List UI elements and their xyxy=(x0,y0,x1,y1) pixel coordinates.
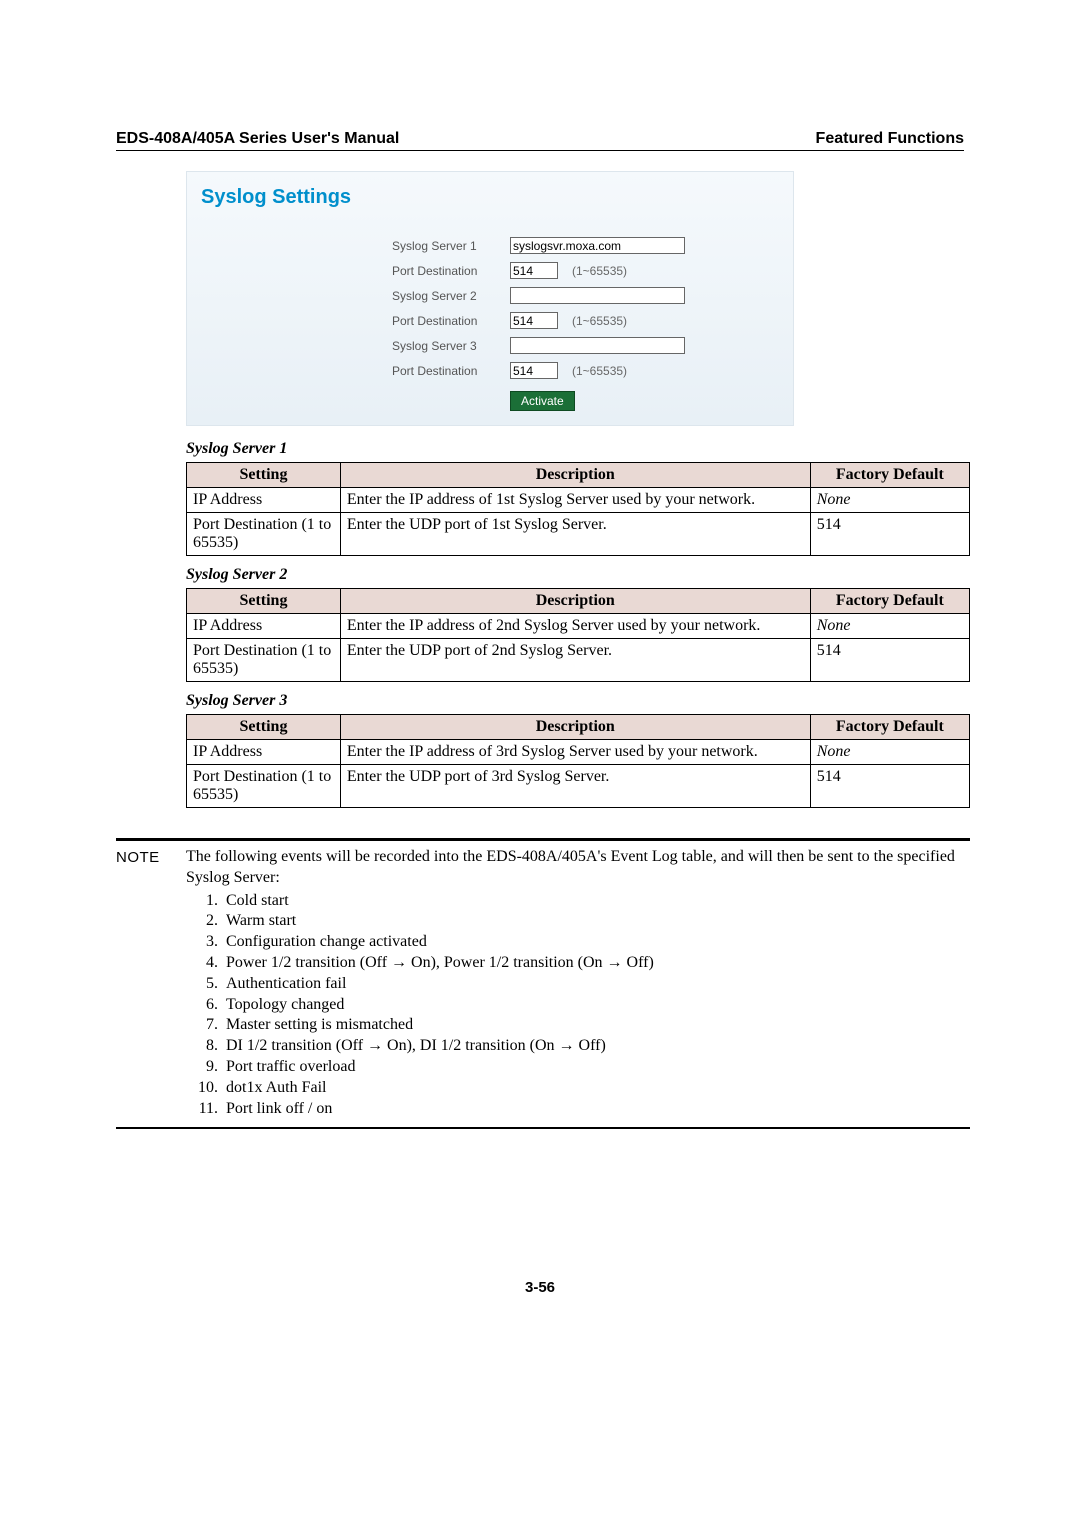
table-header: Factory Default xyxy=(810,589,969,614)
table-row: IP AddressEnter the IP address of 3rd Sy… xyxy=(187,740,970,765)
table-cell: IP Address xyxy=(187,740,341,765)
form-row: Syslog Server 1 xyxy=(392,237,793,254)
form-label: Syslog Server 2 xyxy=(392,289,510,303)
page-header: EDS-408A/405A Series User's Manual Featu… xyxy=(116,130,964,151)
note-item: dot1x Auth Fail xyxy=(222,1078,970,1099)
note-item: Configuration change activated xyxy=(222,932,970,953)
note-block: NOTE The following events will be record… xyxy=(116,838,970,1129)
syslog-server-input[interactable] xyxy=(510,237,685,254)
table-cell: Port Destination (1 to 65535) xyxy=(187,639,341,682)
table-caption: Syslog Server 1 xyxy=(186,440,964,458)
table-row: IP AddressEnter the IP address of 2nd Sy… xyxy=(187,614,970,639)
note-item: Cold start xyxy=(222,891,970,912)
table-row: Port Destination (1 to 65535)Enter the U… xyxy=(187,513,970,556)
table-header: Description xyxy=(340,589,810,614)
table-row: Port Destination (1 to 65535)Enter the U… xyxy=(187,765,970,808)
port-destination-input[interactable] xyxy=(510,312,558,329)
table-cell: None xyxy=(810,740,969,765)
table-caption: Syslog Server 3 xyxy=(186,692,964,710)
table-cell: Enter the IP address of 2nd Syslog Serve… xyxy=(340,614,810,639)
note-list: Cold startWarm startConfiguration change… xyxy=(186,891,970,1120)
settings-form: Syslog Server 1 Port Destination (1~65535)… xyxy=(187,237,793,379)
note-item: Port traffic overload xyxy=(222,1057,970,1078)
table-row: Port Destination (1 to 65535)Enter the U… xyxy=(187,639,970,682)
note-item: Authentication fail xyxy=(222,974,970,995)
table-cell: None xyxy=(810,614,969,639)
form-row: Syslog Server 3 xyxy=(392,337,793,354)
table-row: IP AddressEnter the IP address of 1st Sy… xyxy=(187,488,970,513)
form-label: Syslog Server 3 xyxy=(392,339,510,353)
note-item: Power 1/2 transition (Off → On), Power 1… xyxy=(222,953,970,974)
table-cell: Enter the UDP port of 3rd Syslog Server. xyxy=(340,765,810,808)
tables-container: Syslog Server 1SettingDescriptionFactory… xyxy=(116,440,964,808)
note-item: Warm start xyxy=(222,911,970,932)
page-number: 3-56 xyxy=(116,1279,964,1296)
note-item: Port link off / on xyxy=(222,1099,970,1120)
table-cell: Enter the UDP port of 2nd Syslog Server. xyxy=(340,639,810,682)
syslog-settings-panel: Syslog Settings Syslog Server 1 Port Dest… xyxy=(186,171,794,426)
table-header: Setting xyxy=(187,715,341,740)
table-header: Setting xyxy=(187,463,341,488)
table-cell: Enter the IP address of 3rd Syslog Serve… xyxy=(340,740,810,765)
note-body: The following events will be recorded in… xyxy=(186,847,970,1119)
form-row: Port Destination (1~65535) xyxy=(392,362,793,379)
range-hint: (1~65535) xyxy=(572,364,627,378)
table-cell: IP Address xyxy=(187,488,341,513)
form-row: Port Destination (1~65535) xyxy=(392,262,793,279)
form-label: Port Destination xyxy=(392,264,510,278)
form-label: Port Destination xyxy=(392,314,510,328)
form-label: Syslog Server 1 xyxy=(392,239,510,253)
page: EDS-408A/405A Series User's Manual Featu… xyxy=(0,0,1080,1396)
form-row: Port Destination (1~65535) xyxy=(392,312,793,329)
table-cell: 514 xyxy=(810,513,969,556)
table-cell: Port Destination (1 to 65535) xyxy=(187,513,341,556)
settings-table: SettingDescriptionFactory DefaultIP Addr… xyxy=(186,588,970,682)
note-intro: The following events will be recorded in… xyxy=(186,848,955,886)
form-row: Syslog Server 2 xyxy=(392,287,793,304)
table-header: Description xyxy=(340,463,810,488)
header-right: Featured Functions xyxy=(816,130,964,148)
note-item: Master setting is mismatched xyxy=(222,1015,970,1036)
port-destination-input[interactable] xyxy=(510,262,558,279)
table-header: Factory Default xyxy=(810,715,969,740)
panel-title: Syslog Settings xyxy=(187,186,793,237)
port-destination-input[interactable] xyxy=(510,362,558,379)
syslog-server-input[interactable] xyxy=(510,287,685,304)
table-cell: 514 xyxy=(810,765,969,808)
table-header: Factory Default xyxy=(810,463,969,488)
table-header: Description xyxy=(340,715,810,740)
range-hint: (1~65535) xyxy=(572,314,627,328)
activate-button[interactable]: Activate xyxy=(510,391,575,411)
note-item: Topology changed xyxy=(222,995,970,1016)
table-cell: None xyxy=(810,488,969,513)
form-label: Port Destination xyxy=(392,364,510,378)
settings-table: SettingDescriptionFactory DefaultIP Addr… xyxy=(186,714,970,808)
note-label: NOTE xyxy=(116,847,186,1119)
table-caption: Syslog Server 2 xyxy=(186,566,964,584)
table-cell: 514 xyxy=(810,639,969,682)
note-item: DI 1/2 transition (Off → On), DI 1/2 tra… xyxy=(222,1036,970,1057)
header-left: EDS-408A/405A Series User's Manual xyxy=(116,130,399,148)
syslog-server-input[interactable] xyxy=(510,337,685,354)
table-cell: IP Address xyxy=(187,614,341,639)
range-hint: (1~65535) xyxy=(572,264,627,278)
table-cell: Enter the UDP port of 1st Syslog Server. xyxy=(340,513,810,556)
table-header: Setting xyxy=(187,589,341,614)
table-cell: Port Destination (1 to 65535) xyxy=(187,765,341,808)
settings-table: SettingDescriptionFactory DefaultIP Addr… xyxy=(186,462,970,556)
table-cell: Enter the IP address of 1st Syslog Serve… xyxy=(340,488,810,513)
